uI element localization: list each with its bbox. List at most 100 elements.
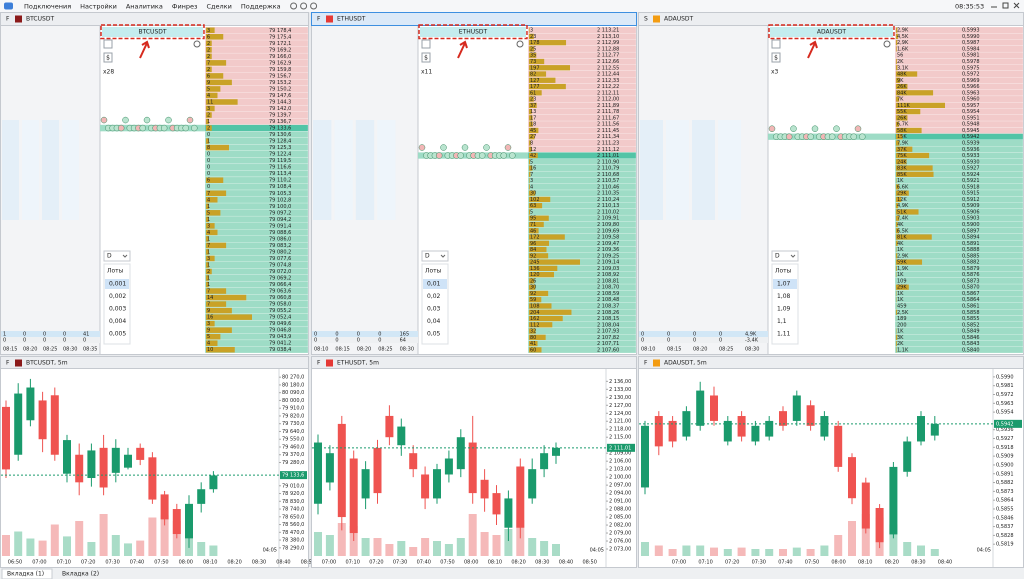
price-label[interactable]: 0,5891 bbox=[962, 241, 980, 247]
mode-label[interactable]: D bbox=[425, 253, 430, 260]
price-label[interactable]: 0,5993 bbox=[962, 28, 980, 34]
price-label[interactable]: 0,5915 bbox=[962, 191, 980, 197]
price-label[interactable]: 2 112,99 bbox=[597, 40, 619, 46]
price-label[interactable]: 0,5954 bbox=[962, 109, 980, 115]
window-close[interactable] bbox=[1013, 2, 1020, 9]
menu-icon[interactable] bbox=[310, 2, 318, 10]
price-label[interactable]: 79 110,2 bbox=[269, 178, 291, 184]
price-label[interactable]: 79 052,4 bbox=[269, 315, 291, 321]
price-label[interactable]: 2 109,91 bbox=[597, 216, 619, 222]
price-label[interactable]: 2 108,92 bbox=[597, 272, 619, 278]
price-label[interactable]: 2 111,89 bbox=[597, 103, 619, 109]
price-label[interactable]: 2 113,21 bbox=[597, 28, 619, 34]
price-label[interactable]: 79 150,2 bbox=[269, 86, 291, 92]
tab[interactable] bbox=[1, 568, 53, 579]
price-label[interactable]: 0,5984 bbox=[962, 46, 980, 52]
mode-select[interactable] bbox=[103, 250, 131, 262]
dollar-icon[interactable]: $ bbox=[106, 55, 110, 62]
price-label[interactable]: 79 080,2 bbox=[269, 249, 291, 255]
price-label[interactable]: 0,5918 bbox=[962, 184, 980, 190]
mode-select[interactable] bbox=[771, 250, 799, 262]
price-label[interactable]: 2 110,90 bbox=[597, 159, 619, 165]
price-label[interactable]: 0,5873 bbox=[962, 278, 980, 284]
price-label[interactable]: 0,5957 bbox=[962, 103, 980, 109]
price-label[interactable]: 79 142,0 bbox=[269, 106, 291, 112]
price-label[interactable]: 2 109,25 bbox=[597, 253, 619, 259]
price-label[interactable]: 79 049,6 bbox=[269, 321, 291, 327]
price-label[interactable]: 0,5927 bbox=[962, 166, 980, 172]
price-label[interactable]: 2 112,77 bbox=[597, 53, 619, 59]
price-label[interactable]: 2 112,88 bbox=[597, 46, 619, 52]
price-label[interactable]: 79 091,4 bbox=[269, 223, 291, 229]
price-label[interactable]: 0,5930 bbox=[962, 159, 980, 165]
lot-option[interactable]: 0,004 bbox=[109, 318, 126, 325]
menu-item[interactable]: Аналитика bbox=[126, 3, 163, 11]
price-label[interactable]: 79 147,6 bbox=[269, 93, 291, 99]
lot-option[interactable]: 0,02 bbox=[427, 293, 441, 300]
lot-option[interactable]: 0,001 bbox=[109, 281, 126, 288]
price-label[interactable]: 79 066,4 bbox=[269, 282, 291, 288]
dollar-button[interactable] bbox=[103, 52, 113, 63]
menu-item[interactable]: Поддержка bbox=[241, 3, 281, 11]
price-label[interactable]: 79 156,7 bbox=[269, 73, 291, 79]
price-label[interactable]: 79 175,4 bbox=[269, 34, 291, 40]
price-label[interactable]: 0,5936 bbox=[962, 147, 980, 153]
price-label[interactable]: 2 109,69 bbox=[597, 228, 619, 234]
price-label[interactable]: 0,5966 bbox=[962, 84, 980, 90]
price-label[interactable]: 2 108,81 bbox=[597, 278, 619, 284]
price-label[interactable]: 0,5972 bbox=[962, 72, 980, 78]
price-label[interactable]: 2 109,03 bbox=[597, 266, 619, 272]
price-label[interactable]: 79 108,4 bbox=[269, 184, 291, 190]
price-label[interactable]: 2 108,48 bbox=[597, 297, 619, 303]
price-label[interactable]: 2 111,45 bbox=[597, 128, 619, 134]
price-label[interactable]: 0,5852 bbox=[962, 322, 980, 328]
price-label[interactable]: 0,5882 bbox=[962, 260, 980, 266]
menu-icon[interactable] bbox=[300, 2, 308, 10]
price-label[interactable]: 0,5942 bbox=[962, 134, 980, 140]
price-label[interactable]: 2 112,44 bbox=[597, 72, 619, 78]
price-label[interactable]: 2 107,71 bbox=[597, 341, 619, 347]
price-label[interactable]: 79 169,2 bbox=[269, 47, 291, 53]
price-label[interactable]: 79 119,5 bbox=[269, 158, 291, 164]
tab-label[interactable]: Вкладка (2) bbox=[62, 571, 99, 578]
menu-item[interactable]: Подключения bbox=[24, 3, 71, 11]
price-label[interactable]: 79 162,9 bbox=[269, 60, 291, 66]
price-label[interactable]: 0,5888 bbox=[962, 247, 980, 253]
menu-item[interactable]: Настройки bbox=[80, 3, 117, 11]
price-label[interactable]: 2 108,26 bbox=[597, 310, 619, 316]
price-label[interactable]: 2 111,34 bbox=[597, 134, 619, 140]
lot-option[interactable]: 0,04 bbox=[427, 318, 441, 325]
price-label[interactable]: 0,5864 bbox=[962, 297, 980, 303]
price-label[interactable]: 0,5861 bbox=[962, 303, 980, 309]
price-label[interactable]: 79 105,3 bbox=[269, 191, 291, 197]
price-label[interactable]: 0,5879 bbox=[962, 266, 980, 272]
menu-item[interactable]: Финрез bbox=[172, 3, 198, 11]
price-label[interactable]: 2 110,02 bbox=[597, 209, 619, 215]
price-label[interactable]: 2 112,11 bbox=[597, 90, 619, 96]
price-label[interactable]: 0,5975 bbox=[962, 65, 980, 71]
tool-icon[interactable] bbox=[103, 39, 113, 49]
lot-option[interactable]: 1,08 bbox=[777, 293, 791, 300]
price-label[interactable]: 79 116,6 bbox=[269, 165, 291, 171]
lot-option[interactable]: 1,11 bbox=[777, 331, 791, 338]
price-label[interactable]: 2 110,68 bbox=[597, 172, 619, 178]
price-label[interactable]: 0,5912 bbox=[962, 197, 980, 203]
price-label[interactable]: 0,5909 bbox=[962, 203, 980, 209]
price-label[interactable]: 79 159,8 bbox=[269, 67, 291, 73]
price-label[interactable]: 0,5876 bbox=[962, 272, 980, 278]
price-label[interactable]: 79 122,4 bbox=[269, 152, 291, 158]
price-label[interactable]: 2 112,22 bbox=[597, 84, 619, 90]
price-label[interactable]: 2 109,47 bbox=[597, 241, 619, 247]
price-label[interactable]: 79 072,0 bbox=[269, 269, 291, 275]
price-label[interactable]: 2 110,35 bbox=[597, 191, 619, 197]
price-label[interactable]: 79 130,6 bbox=[269, 132, 291, 138]
price-label[interactable]: 0,5921 bbox=[962, 178, 980, 184]
price-label[interactable]: 0,5924 bbox=[962, 172, 980, 178]
price-label[interactable]: 0,5840 bbox=[962, 347, 980, 353]
price-label[interactable]: 2 110,46 bbox=[597, 184, 619, 190]
settings-icon[interactable] bbox=[516, 40, 524, 48]
price-label[interactable]: 2 111,78 bbox=[597, 109, 619, 115]
price-label[interactable]: 2 109,14 bbox=[597, 260, 619, 266]
price-label[interactable]: 2 108,37 bbox=[597, 303, 619, 309]
price-label[interactable]: 0,5897 bbox=[962, 228, 980, 234]
